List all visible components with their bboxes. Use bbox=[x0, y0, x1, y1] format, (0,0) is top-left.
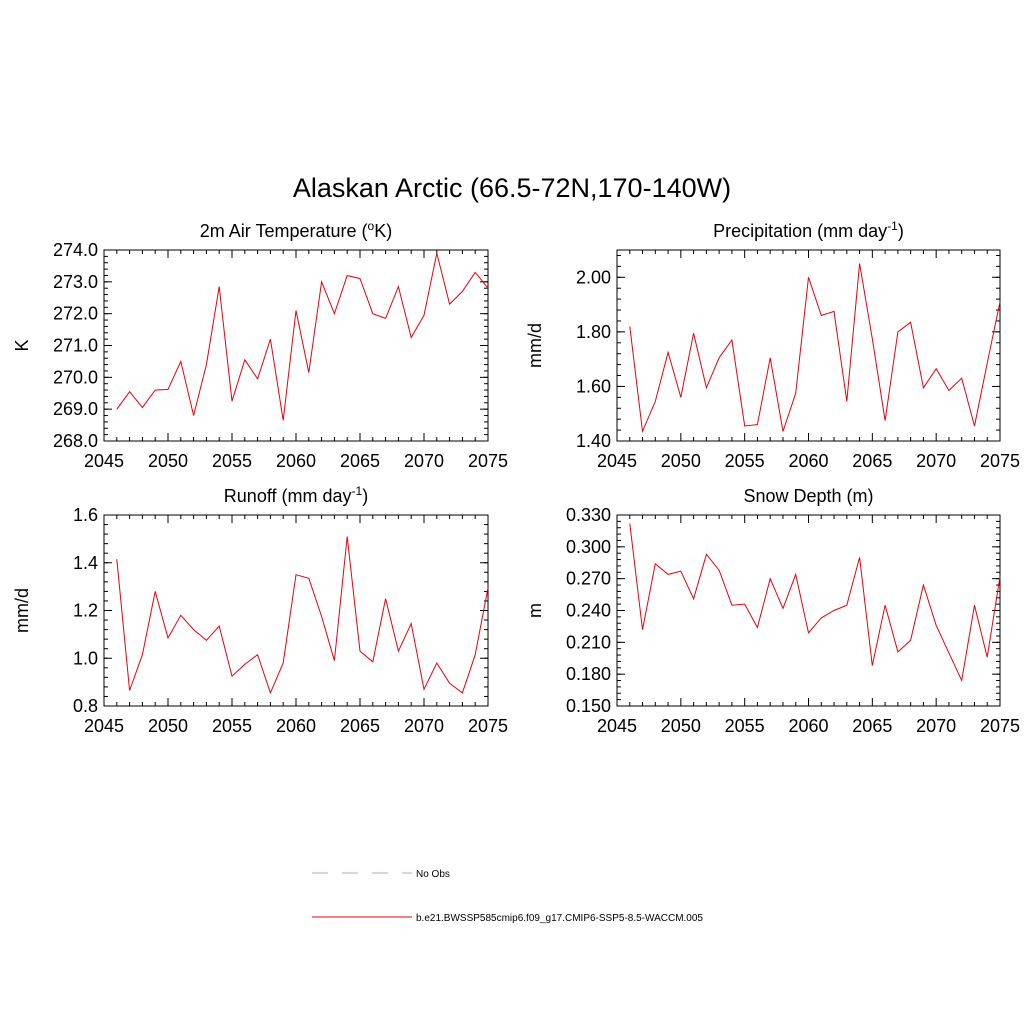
panel-title-superscript: o bbox=[368, 219, 375, 233]
series-line-model bbox=[116, 253, 489, 421]
y-tick-label: 2.00 bbox=[576, 267, 611, 287]
x-tick-label: 2050 bbox=[148, 716, 188, 736]
panel-title-main: Runoff (mm day bbox=[224, 486, 352, 506]
x-tick-label: 2045 bbox=[84, 716, 124, 736]
panel-title-main: Precipitation (mm day bbox=[713, 221, 887, 241]
x-tick-label: 2070 bbox=[404, 716, 444, 736]
y-tick-label: 0.8 bbox=[73, 696, 98, 716]
series-line-model bbox=[116, 536, 489, 695]
x-tick-label: 2055 bbox=[212, 451, 252, 471]
panel-title-suffix: ) bbox=[898, 221, 904, 241]
x-tick-label: 2045 bbox=[84, 451, 124, 471]
y-tick-label: 0.210 bbox=[566, 632, 611, 652]
panel-title: Runoff (mm day-1) bbox=[224, 484, 368, 506]
y-tick-label: 274.0 bbox=[53, 240, 98, 260]
x-tick-label: 2055 bbox=[725, 451, 765, 471]
panel-title-superscript: -1 bbox=[352, 484, 363, 498]
panel-title-suffix: K) bbox=[374, 221, 392, 241]
panel-3: Runoff (mm day-1) mm/d 2045 2050 2055 2060 206… bbox=[12, 484, 508, 736]
x-tick-label: 2045 bbox=[597, 716, 637, 736]
series-line-model bbox=[629, 523, 1001, 683]
y-tick-label: 0.150 bbox=[566, 696, 611, 716]
x-tick-label: 2075 bbox=[468, 716, 508, 736]
x-tick-label: 2070 bbox=[404, 451, 444, 471]
panel-4: Snow Depth (m) m 2045 2050 2055 2060 2065 2070 2… bbox=[525, 486, 1020, 736]
x-tick-label: 2050 bbox=[661, 451, 701, 471]
y-tick-label: 1.40 bbox=[576, 431, 611, 451]
panel-title-suffix: ) bbox=[362, 486, 368, 506]
x-tick-label: 2075 bbox=[980, 716, 1020, 736]
y-tick-label: 270.0 bbox=[53, 367, 98, 387]
panel-title: Precipitation (mm day-1) bbox=[713, 219, 904, 241]
x-tick-label: 2065 bbox=[852, 716, 892, 736]
x-tick-label: 2060 bbox=[276, 716, 316, 736]
x-tick-label: 2065 bbox=[340, 716, 380, 736]
panel-title: Snow Depth (m) bbox=[743, 486, 873, 506]
y-axis-label: K bbox=[12, 339, 32, 351]
x-tick-label: 2065 bbox=[852, 451, 892, 471]
panel-title-superscript: -1 bbox=[887, 219, 898, 233]
y-tick-label: 1.80 bbox=[576, 322, 611, 342]
y-tick-label: 1.4 bbox=[73, 553, 98, 573]
x-tick-label: 2075 bbox=[468, 451, 508, 471]
y-tick-label: 272.0 bbox=[53, 304, 98, 324]
panel-1: 2m Air Temperature (oK) K 2045 2050 2055 2060… bbox=[12, 219, 508, 471]
x-tick-label: 2075 bbox=[980, 451, 1020, 471]
panel-title-main: Snow Depth (m) bbox=[743, 486, 873, 506]
plot-frame bbox=[103, 514, 489, 707]
y-tick-label: 273.0 bbox=[53, 272, 98, 292]
y-tick-label: 1.2 bbox=[73, 601, 98, 621]
panel-title: 2m Air Temperature (oK) bbox=[200, 219, 392, 241]
x-tick-label: 2070 bbox=[916, 451, 956, 471]
x-tick-label: 2060 bbox=[788, 716, 828, 736]
y-tick-label: 0.240 bbox=[566, 601, 611, 621]
y-tick-label: 0.330 bbox=[566, 505, 611, 525]
legend: No Obs b.e21.BWSSP585cmip6.f09_g17.CMIP6… bbox=[312, 869, 703, 924]
x-tick-label: 2060 bbox=[276, 451, 316, 471]
x-tick-label: 2045 bbox=[597, 451, 637, 471]
x-tick-label: 2065 bbox=[340, 451, 380, 471]
legend-model-label: b.e21.BWSSP585cmip6.f09_g17.CMIP6-SSP5-8… bbox=[416, 913, 703, 924]
figure-title: Alaskan Arctic (66.5-72N,170-140W) bbox=[293, 173, 731, 203]
x-tick-label: 2055 bbox=[725, 716, 765, 736]
y-tick-label: 268.0 bbox=[53, 431, 98, 451]
panel-title-main: 2m Air Temperature ( bbox=[200, 221, 368, 241]
panels-group: 2m Air Temperature (oK) K 2045 2050 2055 2060… bbox=[12, 219, 1020, 736]
y-tick-label: 0.270 bbox=[566, 569, 611, 589]
y-tick-label: 269.0 bbox=[53, 399, 98, 419]
legend-obs-label: No Obs bbox=[416, 869, 450, 880]
x-tick-label: 2050 bbox=[148, 451, 188, 471]
y-tick-label: 1.0 bbox=[73, 648, 98, 668]
panel-2: Precipitation (mm day-1) mm/d 2045 2050 2055… bbox=[525, 219, 1020, 471]
x-tick-label: 2060 bbox=[788, 451, 828, 471]
y-axis-label: mm/d bbox=[12, 588, 32, 633]
series-line-model bbox=[629, 263, 1001, 434]
y-tick-label: 1.60 bbox=[576, 376, 611, 396]
y-tick-label: 1.6 bbox=[73, 505, 98, 525]
x-tick-label: 2050 bbox=[661, 716, 701, 736]
y-axis-label: mm/d bbox=[525, 323, 545, 368]
plot-frame bbox=[616, 514, 1001, 707]
x-tick-label: 2055 bbox=[212, 716, 252, 736]
y-tick-label: 0.180 bbox=[566, 664, 611, 684]
y-axis-label: m bbox=[525, 603, 545, 618]
plot-frame bbox=[103, 249, 489, 442]
y-tick-label: 0.300 bbox=[566, 537, 611, 557]
y-tick-label: 271.0 bbox=[53, 336, 98, 356]
x-tick-label: 2070 bbox=[916, 716, 956, 736]
